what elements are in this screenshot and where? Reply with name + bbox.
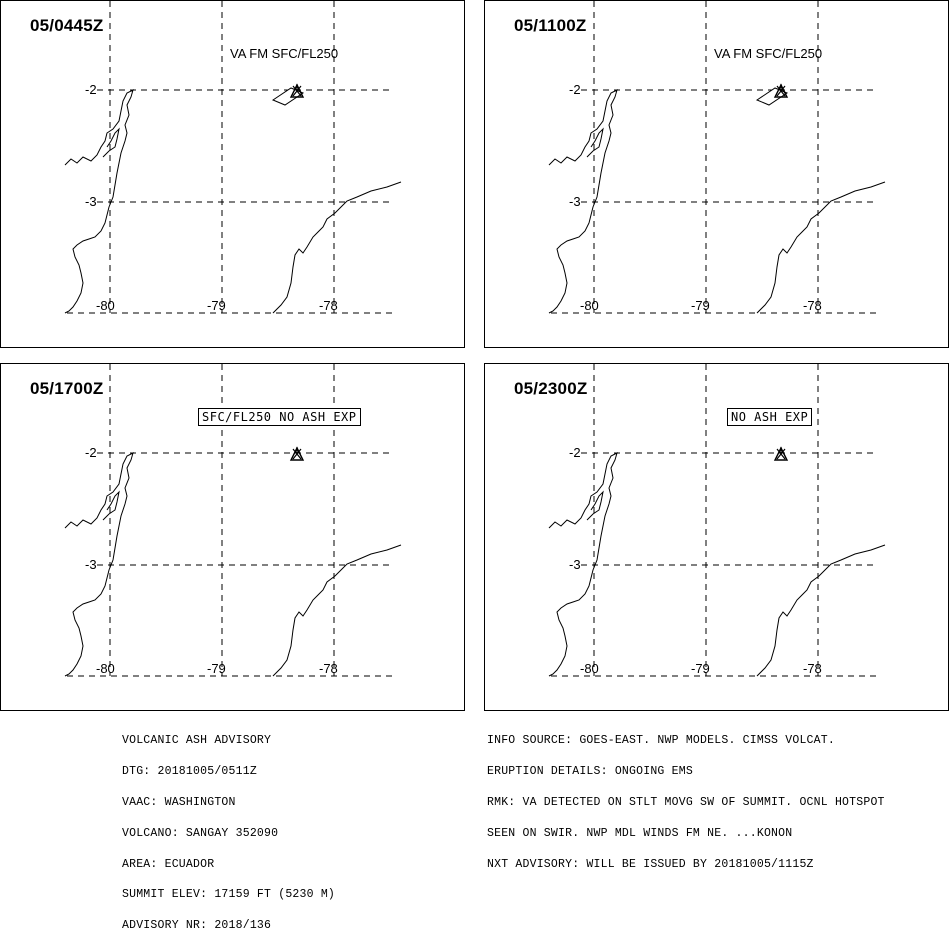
coastline-gulf [102,490,120,521]
advisory-line: SEEN ON SWIR. NWP MDL WINDS FM NE. ...KO… [487,826,793,840]
advisory-text-right: INFO SOURCE: GOES-EAST. NWP MODELS. CIMS… [487,716,885,880]
valid-time-label: 05/1100Z [514,16,587,35]
lon-label: -80 [96,661,115,676]
coastline-gulf [586,127,604,158]
coastline-gulf [102,127,120,158]
coastline [64,452,134,677]
advisory-line: INFO SOURCE: GOES-EAST. NWP MODELS. CIMS… [487,734,835,748]
map-panel-1700z: 05/1700Z SFC/FL250 NO ASH EXP -2 -3 -80 -79 -7… [0,363,465,711]
lon-label: -80 [580,661,599,676]
volcano-icon [773,446,789,461]
coastline [64,89,134,314]
volcano-eruption-mark [292,84,302,97]
volcano-eruption-mark [292,447,302,460]
map-canvas [64,1,402,314]
volcano-eruption-mark [776,84,786,97]
valid-time-label: 05/0445Z [30,16,104,35]
lat-label: -2 [569,82,581,97]
lat-label: -3 [569,194,581,209]
border-line [272,544,402,677]
advisory-line: ERUPTION DETAILS: ONGOING EMS [487,765,693,779]
volcano-icon [289,83,305,98]
lat-label: -3 [85,194,97,209]
lon-label: -79 [207,298,226,313]
map-canvas [548,364,886,677]
advisory-line: SUMMIT ELEV: 17159 FT (5230 M) [122,888,336,902]
forecast-status-box: SFC/FL250 NO ASH EXP [198,408,361,426]
valid-time-label: 05/2300Z [514,379,588,398]
advisory-line: VOLCANIC ASH ADVISORY [122,734,272,748]
lon-label: -78 [319,661,338,676]
lon-label: -78 [319,298,338,313]
lat-label: -3 [569,557,581,572]
advisory-line: RMK: VA DETECTED ON STLT MOVG SW OF SUMM… [487,796,885,809]
volcano-eruption-mark [776,447,786,460]
lat-label: -2 [85,82,97,97]
advisory-line: NXT ADVISORY: WILL BE ISSUED BY 20181005… [487,857,814,871]
forecast-status-box: NO ASH EXP [727,408,813,426]
lon-label: -78 [803,661,822,676]
lon-label: -78 [803,298,822,313]
border-line [272,181,402,314]
map-canvas [64,364,402,677]
advisory-text-left: VOLCANIC ASH ADVISORY DTG: 20181005/0511… [122,716,335,942]
map-panel-0445z: 05/0445Z VA FM SFC/FL250 -2 -3 -80 -79 -78 [0,0,465,348]
ash-height-note: VA FM SFC/FL250 [714,46,823,61]
advisory-line: VOLCANO: SANGAY 352090 [122,826,279,840]
lat-label: -2 [85,445,97,460]
border-line [756,544,886,677]
lon-label: -80 [580,298,599,313]
lon-label: -79 [691,661,710,676]
advisory-line: ADVISORY NR: 2018/136 [122,919,272,933]
lat-label: -2 [569,445,581,460]
coastline [548,452,618,677]
border-line [756,181,886,314]
ash-height-note: VA FM SFC/FL250 [230,46,339,61]
lon-label: -80 [96,298,115,313]
lon-label: -79 [691,298,710,313]
map-panel-2300z: 05/2300Z NO ASH EXP -2 -3 -80 -79 -78 [484,363,949,711]
volcano-icon [289,446,305,461]
coastline-gulf [586,490,604,521]
lon-label: -79 [207,661,226,676]
valid-time-label: 05/1700Z [30,379,104,398]
advisory-line: DTG: 20181005/0511Z [122,765,257,779]
coastline [548,89,618,314]
map-panel-1100z: 05/1100Z VA FM SFC/FL250 -2 -3 -80 -79 -78 [484,0,949,348]
volcano-icon [773,83,789,98]
map-canvas [548,1,886,314]
advisory-line: VAAC: WASHINGTON [122,796,236,809]
lat-label: -3 [85,557,97,572]
advisory-line: AREA: ECUADOR [122,857,215,871]
